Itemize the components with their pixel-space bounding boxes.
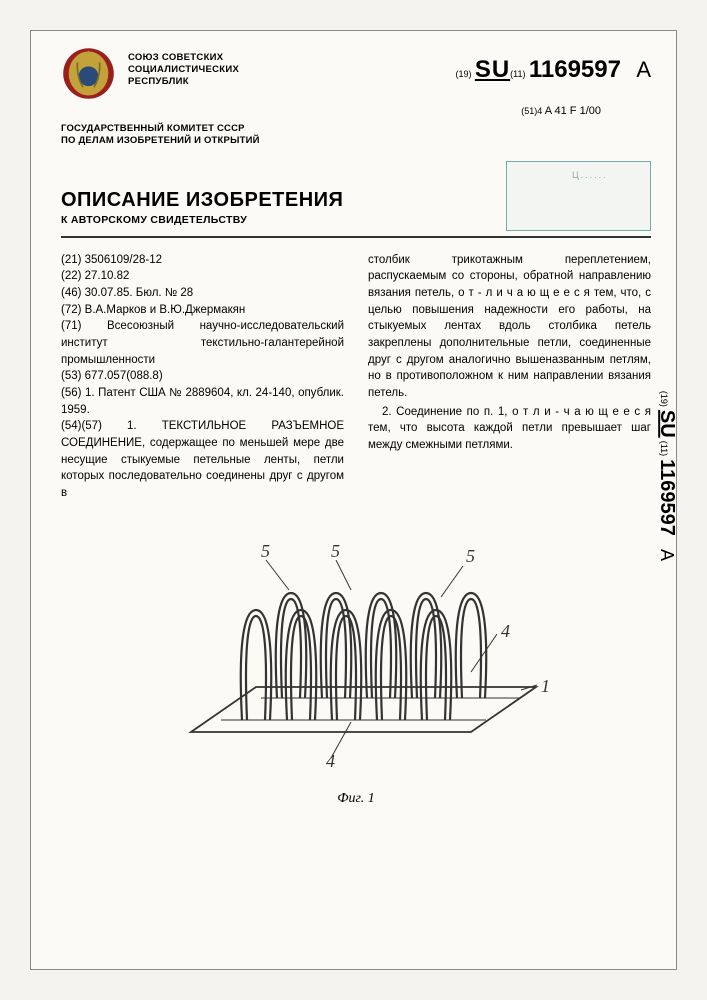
page-container: СОЮЗ СОВЕТСКИХ СОЦИАЛИСТИЧЕСКИХ РЕСПУБЛИ… xyxy=(30,30,677,970)
inid-code: (19) xyxy=(455,69,471,79)
doc-number: 1169597 xyxy=(529,56,621,83)
document-subtitle: К АВТОРСКОМУ СВИДЕТЕЛЬСТВУ xyxy=(61,214,486,226)
claim-2: 2. Соединение по п. 1, о т л и - ч а ю щ… xyxy=(368,404,651,454)
inid-code: (11) xyxy=(659,441,669,456)
publication-number: (19) SU(11) 1169597 A xyxy=(455,46,651,84)
union-line: СОЮЗ СОВЕТСКИХ xyxy=(128,52,239,64)
committee-line: ПО ДЕЛАМ ИЗОБРЕТЕНИЙ И ОТКРЫТИЙ xyxy=(61,135,651,147)
kind-code: A xyxy=(636,57,651,82)
title-main: ОПИСАНИЕ ИЗОБРЕТЕНИЯ К АВТОРСКОМУ СВИДЕТ… xyxy=(61,189,486,226)
inid-code: (19) xyxy=(659,391,669,407)
ref-label: 4 xyxy=(501,621,510,641)
left-column: (21) 3506109/28-12 (22) 27.10.82 (46) 30… xyxy=(61,252,344,502)
text-spaced: о т - л и ч а ю щ е е с я xyxy=(458,287,590,299)
kind-code: A xyxy=(657,549,677,561)
text-spaced: о т л и - ч а ю щ е е с я xyxy=(512,406,651,418)
ipc-classification: (51)4 A 41 F 1/00 xyxy=(61,105,601,117)
committee-label: ГОСУДАРСТВЕННЫЙ КОМИТЕТ СССР ПО ДЕЛАМ ИЗ… xyxy=(61,123,651,147)
inid-code: (51)4 xyxy=(521,106,542,116)
field-22: (22) 27.10.82 xyxy=(61,268,344,285)
figure-caption: Фиг. 1 xyxy=(61,791,651,807)
union-line: РЕСПУБЛИК xyxy=(128,76,239,88)
committee-line: ГОСУДАРСТВЕННЫЙ КОМИТЕТ СССР xyxy=(61,123,651,135)
field-53: (53) 677.057(088.8) xyxy=(61,368,344,385)
right-column: столбик трикотажным переплетением, распу… xyxy=(368,252,651,502)
field-21: (21) 3506109/28-12 xyxy=(61,252,344,269)
ref-label: 1 xyxy=(541,676,550,696)
union-republics-label: СОЮЗ СОВЕТСКИХ СОЦИАЛИСТИЧЕСКИХ РЕСПУБЛИ… xyxy=(128,46,239,88)
side-publication-number: (19) SU (11) 1169597 A xyxy=(655,391,678,561)
text-run: тем, что высота каждой петли превышает ш… xyxy=(368,422,651,451)
text-run: тем, что, с целью повышения надежности е… xyxy=(368,287,651,399)
ussr-emblem-icon xyxy=(61,46,116,101)
field-46: (46) 30.07.85. Бюл. № 28 xyxy=(61,285,344,302)
document-title: ОПИСАНИЕ ИЗОБРЕТЕНИЯ xyxy=(61,189,486,212)
stamp-box: Ц...... xyxy=(506,161,651,231)
country-code: SU xyxy=(475,56,510,83)
ipc-code: A 41 F 1/00 xyxy=(545,105,601,117)
field-71: (71) Всесоюзный научно-исследовательский… xyxy=(61,318,344,368)
union-line: СОЦИАЛИСТИЧЕСКИХ xyxy=(128,64,239,76)
figure-area: 5 5 5 4 1 4 Фиг. 1 xyxy=(61,522,651,807)
text-run: 2. Соединение по п. 1, xyxy=(382,406,512,418)
inid-code: (11) xyxy=(510,69,525,79)
figure-1-diagram: 5 5 5 4 1 4 xyxy=(141,522,571,782)
ref-label: 5 xyxy=(261,541,270,561)
country-code: SU xyxy=(656,410,678,438)
stamp-text: Ц...... xyxy=(572,170,642,188)
horizontal-rule xyxy=(61,236,651,238)
field-54: (54)(57) 1. ТЕКСТИЛЬНОЕ РАЗЪЕМНОЕ СОЕДИН… xyxy=(61,418,344,501)
title-block: ОПИСАНИЕ ИЗОБРЕТЕНИЯ К АВТОРСКОМУ СВИДЕТ… xyxy=(61,161,651,226)
header-row: СОЮЗ СОВЕТСКИХ СОЦИАЛИСТИЧЕСКИХ РЕСПУБЛИ… xyxy=(61,46,651,101)
claim-1-continued: столбик трикотажным переплетением, распу… xyxy=(368,252,651,402)
ref-label: 5 xyxy=(466,546,475,566)
ref-label: 5 xyxy=(331,541,340,561)
field-72: (72) В.А.Марков и В.Ю.Джермакян xyxy=(61,302,344,319)
body-columns: (21) 3506109/28-12 (22) 27.10.82 (46) 30… xyxy=(61,252,651,502)
doc-number: 1169597 xyxy=(656,459,678,536)
field-56: (56) 1. Патент США № 2889604, кл. 24-140… xyxy=(61,385,344,418)
